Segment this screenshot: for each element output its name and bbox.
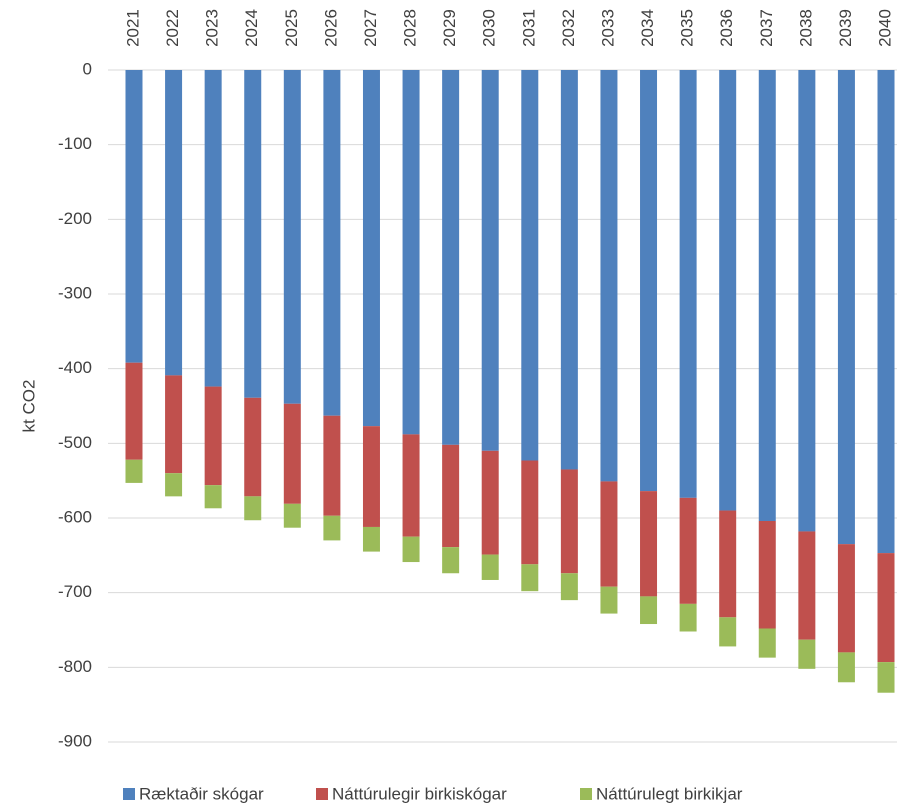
bar-segment — [877, 70, 895, 554]
bar-segment — [719, 617, 737, 647]
y-tick-label: -900 — [58, 731, 92, 750]
bar-segment — [362, 526, 380, 552]
bar-segment — [521, 70, 539, 461]
bar-segment — [125, 70, 143, 363]
bar-segment — [837, 70, 855, 545]
x-tick-label: 2028 — [401, 9, 420, 47]
x-tick-label: 2038 — [796, 9, 815, 47]
bar-segment — [521, 564, 539, 592]
bar-segment — [640, 491, 658, 597]
legend-label: Náttúrulegir birkiskógar — [332, 784, 507, 803]
bar-segment — [204, 485, 222, 509]
x-tick-label: 2036 — [717, 9, 736, 47]
bar-segment — [125, 459, 143, 483]
bar-segment — [600, 70, 618, 482]
bar-segment — [244, 496, 262, 521]
bar-segment — [640, 596, 658, 625]
y-axis-label: kt CO2 — [19, 380, 38, 433]
bar-segment — [877, 553, 895, 663]
bar-segment — [798, 531, 816, 640]
bar-segment — [679, 497, 697, 604]
bar-segment — [283, 503, 301, 528]
bar-segment — [837, 544, 855, 653]
legend-swatch — [123, 788, 135, 800]
bar-segment — [204, 70, 222, 387]
x-tick-label: 2039 — [836, 9, 855, 47]
x-tick-label: 2030 — [480, 9, 499, 47]
legend-label: Náttúrulegt birkikjar — [596, 784, 743, 803]
bar-segment — [323, 415, 341, 516]
bar-segment — [323, 515, 341, 541]
bar-segment — [679, 603, 697, 632]
x-tick-label: 2031 — [519, 9, 538, 47]
x-tick-label: 2026 — [321, 9, 340, 47]
bar-segment — [165, 375, 183, 474]
y-tick-label: -400 — [58, 358, 92, 377]
bar-segment — [283, 403, 301, 504]
bar-segment — [402, 434, 420, 537]
x-tick-label: 2029 — [440, 9, 459, 47]
bar-segment — [640, 70, 658, 492]
bar-segment — [560, 573, 578, 601]
bar-segment — [837, 652, 855, 683]
x-tick-label: 2027 — [361, 9, 380, 47]
x-tick-label: 2021 — [123, 9, 142, 47]
bar-segment — [758, 520, 776, 629]
bar-segment — [600, 481, 618, 587]
bar-segment — [204, 386, 222, 486]
bar-segment — [679, 70, 697, 498]
bar-segment — [560, 469, 578, 574]
bar-segment — [165, 473, 183, 497]
bar-segment — [244, 397, 262, 497]
x-tick-label: 2033 — [598, 9, 617, 47]
x-tick-label: 2037 — [757, 9, 776, 47]
bar-segment — [877, 662, 895, 693]
bar-segment — [600, 586, 618, 614]
x-tick-label: 2025 — [282, 9, 301, 47]
bar-segment — [481, 70, 499, 451]
y-tick-label: -200 — [58, 209, 92, 228]
bar-segment — [442, 70, 460, 445]
x-tick-label: 2022 — [163, 9, 182, 47]
bar-segment — [362, 70, 380, 427]
bar-segment — [798, 70, 816, 532]
legend-swatch — [580, 788, 592, 800]
legend-label: Ræktaðir skógar — [139, 784, 264, 803]
y-tick-label: -100 — [58, 134, 92, 153]
bar-segment — [244, 70, 262, 398]
legend-swatch — [316, 788, 328, 800]
bar-segment — [481, 554, 499, 580]
x-tick-label: 2034 — [638, 9, 657, 47]
bar-segment — [719, 70, 737, 511]
y-tick-label: -600 — [58, 507, 92, 526]
x-tick-label: 2023 — [203, 9, 222, 47]
bar-segment — [560, 70, 578, 470]
bar-segment — [521, 460, 539, 565]
bar-segment — [481, 450, 499, 555]
x-tick-label: 2032 — [559, 9, 578, 47]
bar-segment — [362, 426, 380, 527]
x-tick-label: 2035 — [678, 9, 697, 47]
bar-segment — [719, 510, 737, 618]
bar-segment — [165, 70, 183, 376]
y-tick-label: -500 — [58, 433, 92, 452]
bar-segment — [798, 639, 816, 669]
bar-segment — [442, 547, 460, 574]
bar-segment — [125, 362, 143, 460]
bar-segment — [323, 70, 341, 416]
bar-segment — [283, 70, 301, 404]
y-tick-label: 0 — [83, 59, 92, 78]
x-tick-label: 2040 — [875, 9, 894, 47]
y-tick-label: -300 — [58, 283, 92, 302]
bar-segment — [442, 444, 460, 548]
x-tick-label: 2024 — [242, 9, 261, 47]
bar-segment — [758, 628, 776, 658]
bar-segment — [402, 70, 420, 435]
bar-segment — [758, 70, 776, 521]
y-tick-label: -800 — [58, 657, 92, 676]
y-tick-label: -700 — [58, 582, 92, 601]
bar-segment — [402, 536, 420, 563]
